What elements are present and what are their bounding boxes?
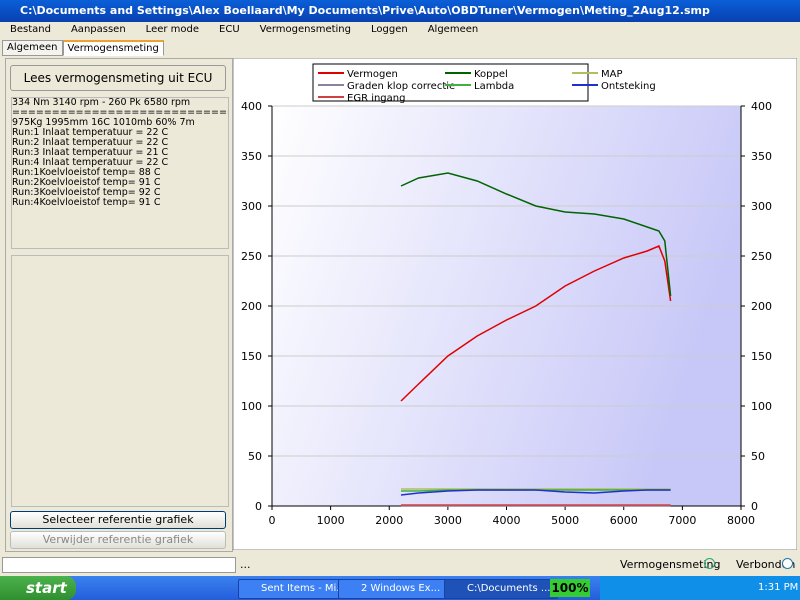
x-tick-label: 3000 [434,514,462,527]
title-bar: C:\Documents and Settings\Alex Boellaard… [0,0,800,22]
start-button[interactable]: start [0,576,76,600]
status-text: ... [240,558,251,571]
series-line [400,489,671,496]
menu-item[interactable]: Vermogensmeting [259,24,351,35]
y-tick-label: 250 [241,250,262,263]
y-tick-label: 50 [248,450,262,463]
x-tick-label: 6000 [610,514,638,527]
series-line [400,172,672,297]
info-line: Run:4Koelvloeistof temp= 91 C [12,197,161,208]
menu-item[interactable]: Bestand [10,24,51,35]
status-field [2,557,236,573]
info-line: Run:3Koelvloeistof temp= 92 C [12,187,161,198]
menu-item[interactable]: Aanpassen [70,24,126,35]
status-bar: ... Vermogensmeting Verbonden [0,555,800,575]
tab[interactable]: Vermogensmeting [62,40,164,56]
task-item[interactable]: Sent Items - Mi... [238,579,352,599]
y-tick-label: 400 [241,100,262,113]
x-tick-label: 2000 [375,514,403,527]
menu-item[interactable]: ECU [219,24,240,35]
legend-label: Lambda [474,81,514,92]
remove-button[interactable]: Verwijder referentie grafiek [10,531,226,549]
mode-label: Vermogensmeting [620,558,721,571]
connected-label: Verbonden [736,558,796,571]
info-line: Run:1Koelvloeistof temp= 88 C [12,167,161,178]
tab[interactable]: Algemeen [2,40,63,56]
legend-label: MAP [601,69,623,80]
y-tick-label: 0 [255,500,262,513]
info-line: Run:4 Inlaat temperatuur = 22 C [12,157,169,168]
info-line: Run:3 Inlaat temperatuur = 21 C [12,147,169,158]
task-item[interactable]: 2 Windows Ex... [338,579,452,599]
select-button[interactable]: Selecteer referentie grafiek [10,511,226,529]
legend-label: Vermogen [347,69,398,80]
y-tick-label: 300 [241,200,262,213]
y2-tick-label: 100 [751,400,772,413]
info-line: Run:2 Inlaat temperatuur = 22 C [12,137,169,148]
y2-tick-label: 200 [751,300,772,313]
x-tick-label: 8000 [727,514,755,527]
y-tick-label: 100 [241,400,262,413]
y2-tick-label: 0 [751,500,758,513]
info-line: ================================ [12,107,228,118]
x-tick-label: 4000 [493,514,521,527]
y2-tick-label: 150 [751,350,772,363]
left-panel: Lees vermogensmeting uit ECU 334 Nm 3140… [5,58,233,552]
mode-radio[interactable] [704,558,715,569]
y2-tick-label: 350 [751,150,772,163]
chart: 0501001502002503003504000501001502002503… [233,58,797,550]
legend-label: Koppel [474,69,508,80]
menu-bar: Bestand Aanpassen Leer mode ECU Vermogensmet… [0,22,800,39]
x-tick-label: 1000 [317,514,345,527]
info-line: Run:1 Inlaat temperatuur = 22 C [12,127,169,138]
reference-list [11,255,229,507]
x-tick-label: 5000 [551,514,579,527]
info-line: 975Kg 1995mm 16C 1010mb 60% 7m [12,117,195,128]
legend-label: Graden klop correctie [347,81,455,92]
y2-tick-label: 400 [751,100,772,113]
y2-tick-label: 50 [751,450,765,463]
taskbar: start Sent Items - Mi... 2 Windows Ex...… [0,576,800,600]
y-tick-label: 200 [241,300,262,313]
menu-item[interactable]: Loggen [371,24,408,35]
y2-tick-label: 250 [751,250,772,263]
clock: 1:31 PM [758,582,799,593]
info-line: 334 Nm 3140 rpm - 260 Pk 6580 rpm [12,97,191,108]
task-item[interactable]: C:\Documents ... [444,579,558,599]
info-box: 334 Nm 3140 rpm - 260 Pk 6580 rpm =======… [11,97,229,249]
legend-label: EGR ingang [347,93,405,104]
y-tick-label: 350 [241,150,262,163]
x-tick-label: 7000 [668,514,696,527]
info-line: Run:2Koelvloeistof temp= 91 C [12,177,161,188]
read-button[interactable]: Lees vermogensmeting uit ECU [10,65,226,91]
series-line [400,245,672,402]
y2-tick-label: 300 [751,200,772,213]
x-tick-label: 0 [269,514,276,527]
tabs: Algemeen Vermogensmeting [2,40,164,56]
menu-item[interactable]: Algemeen [427,24,479,35]
tray [600,576,800,600]
connected-radio[interactable] [782,558,793,569]
legend [312,63,589,102]
menu-item[interactable]: Leer mode [145,24,200,35]
zoom-indicator: 100% [550,579,590,597]
legend-label: Ontsteking [601,81,656,92]
y-tick-label: 150 [241,350,262,363]
